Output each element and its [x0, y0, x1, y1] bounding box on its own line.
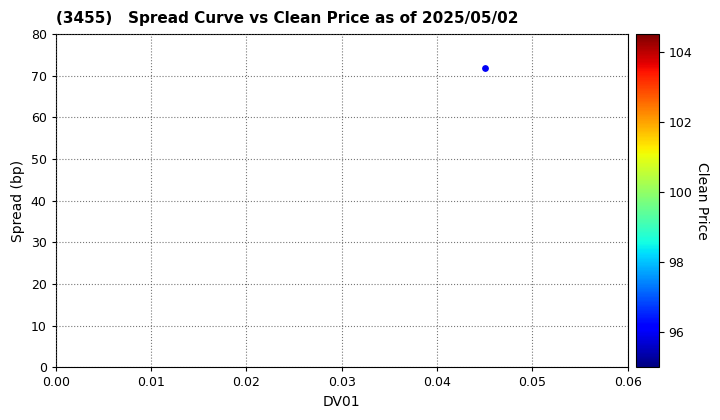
X-axis label: DV01: DV01: [323, 395, 361, 409]
Text: (3455)   Spread Curve vs Clean Price as of 2025/05/02: (3455) Spread Curve vs Clean Price as of…: [55, 11, 518, 26]
Y-axis label: Spread (bp): Spread (bp): [11, 160, 25, 242]
Point: [479, 64, 490, 71]
Y-axis label: Clean Price: Clean Price: [695, 162, 709, 240]
